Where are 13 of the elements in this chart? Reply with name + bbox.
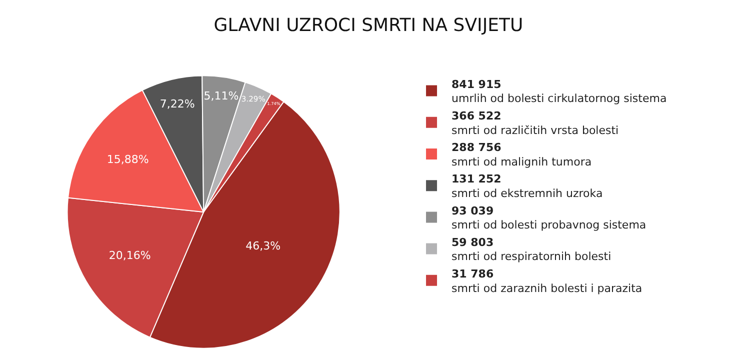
legend-label: 288 756 smrti od malignih tumora bbox=[452, 141, 592, 168]
data-label: 5,11% bbox=[204, 89, 239, 102]
data-label: 15,88% bbox=[106, 153, 149, 166]
legend-label: 93 039 smrti od bolesti probavnog sistema bbox=[452, 204, 646, 232]
legend-label: 59 803 smrti od respiratornih bolesti bbox=[452, 236, 612, 264]
legend-label: 131 252 smrti od ekstremnih uzroka bbox=[452, 172, 603, 200]
data-label: 7,22% bbox=[160, 97, 195, 110]
chart-title: GLAVNI UZROCI SMRTI NA SVIJETU bbox=[214, 14, 524, 36]
legend-label: 31 786 smrti od zaraznih bolesti i parazita bbox=[452, 268, 642, 295]
legend-label: 366 522 smrti od različitih vrsta bolesti bbox=[452, 110, 619, 137]
data-label: 20,16% bbox=[108, 248, 151, 262]
data-label: 46,3% bbox=[246, 239, 281, 252]
legend-label: 841 915 umrlih od bolesti cirkulatornog sistema bbox=[452, 78, 667, 106]
